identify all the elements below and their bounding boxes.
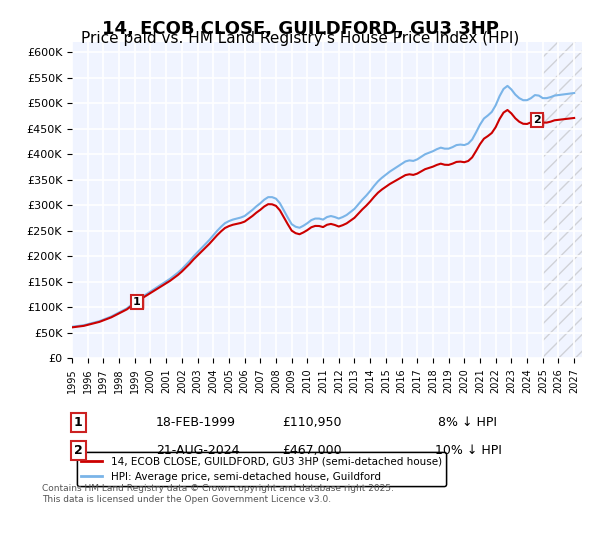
Text: 8% ↓ HPI: 8% ↓ HPI	[439, 416, 497, 430]
Text: 1: 1	[74, 416, 82, 430]
Text: 18-FEB-1999: 18-FEB-1999	[156, 416, 236, 430]
Text: 14, ECOB CLOSE, GUILDFORD, GU3 3HP: 14, ECOB CLOSE, GUILDFORD, GU3 3HP	[101, 20, 499, 38]
Legend: 14, ECOB CLOSE, GUILDFORD, GU3 3HP (semi-detached house), HPI: Average price, se: 14, ECOB CLOSE, GUILDFORD, GU3 3HP (semi…	[77, 452, 446, 486]
Text: 1: 1	[133, 297, 140, 307]
Text: Contains HM Land Registry data © Crown copyright and database right 2025.
This d: Contains HM Land Registry data © Crown c…	[42, 484, 394, 504]
Text: £110,950: £110,950	[282, 416, 342, 430]
Text: Price paid vs. HM Land Registry's House Price Index (HPI): Price paid vs. HM Land Registry's House …	[81, 31, 519, 46]
Text: 2: 2	[74, 444, 82, 458]
Text: £467,000: £467,000	[282, 444, 342, 458]
Text: 21-AUG-2024: 21-AUG-2024	[156, 444, 239, 458]
Text: 2: 2	[533, 115, 541, 125]
Text: 10% ↓ HPI: 10% ↓ HPI	[434, 444, 502, 458]
